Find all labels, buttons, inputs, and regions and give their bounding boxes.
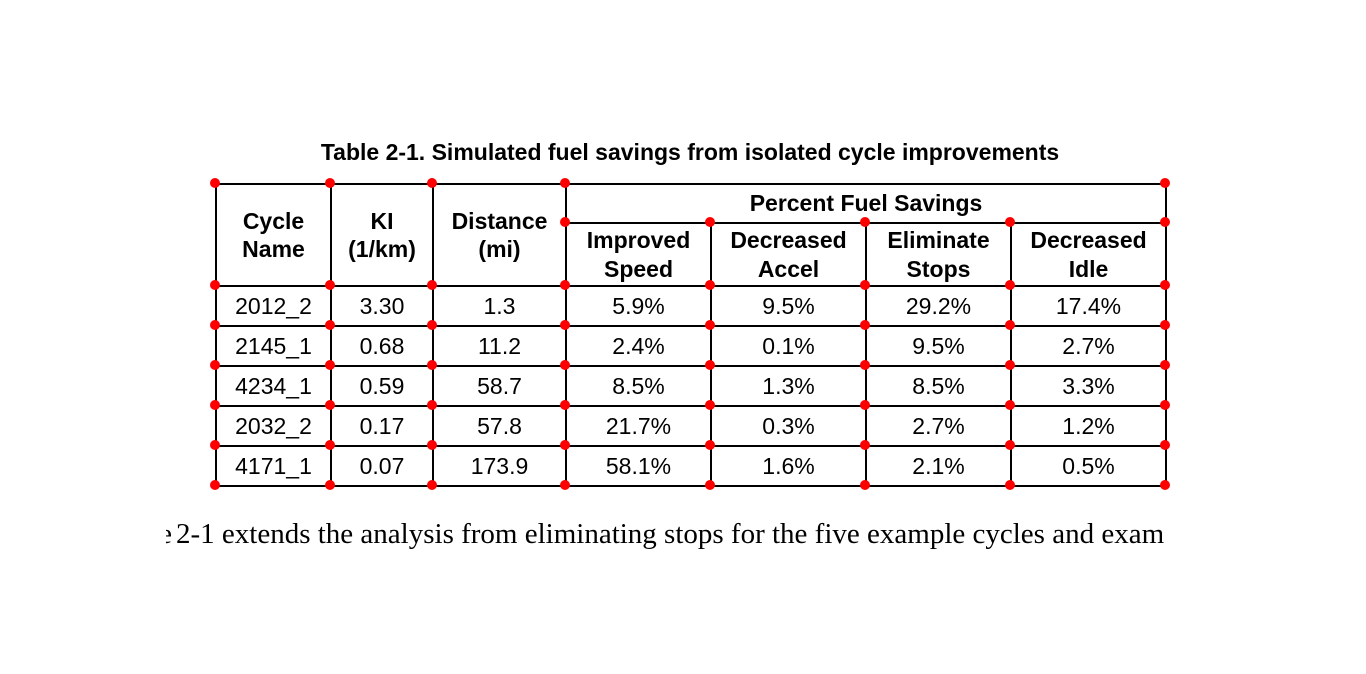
col-header-cycle-name: Cycle Name [215,183,332,287]
table-header-row-1: Cycle Name KI (1/km) Distance (mi) Perce… [215,183,1168,287]
table-cell: 0.59 [330,365,434,407]
table-cell: 0.17 [330,405,434,447]
table-cell: 4234_1 [215,365,332,407]
table-cell: 8.5% [565,365,712,407]
table-cell: 173.9 [432,445,567,487]
paragraph-text: 2-1 extends the analysis from eliminatin… [176,518,1165,550]
table-cell: 9.5% [710,285,867,327]
group-header-percent-fuel-savings: Percent Fuel Savings [564,183,1168,224]
table-cell: 2.1% [865,445,1012,487]
table-cell: 4171_1 [215,445,332,487]
table-row: 2012_2 3.30 1.3 5.9% 9.5% 29.2% 17.4% [215,285,1168,327]
table-cell: 58.1% [565,445,712,487]
table-cell: 11.2 [432,325,567,367]
table-cell: 1.3% [710,365,867,407]
table-cell: 0.3% [710,405,867,447]
col-header-ki: KI (1/km) [330,183,434,287]
table-header-row-2: Improved Speed Decreased Accel Eliminate… [216,222,1168,287]
table-cell: 2012_2 [215,285,332,327]
fuel-savings-table: Cycle Name KI (1/km) Distance (mi) Perce… [215,183,1168,487]
table-cell: 29.2% [865,285,1012,327]
table-cell: 3.3% [1009,365,1168,407]
col-header-improved-speed: Improved Speed [565,222,712,287]
table-cell: 2145_1 [215,325,332,367]
table-row: 2145_1 0.68 11.2 2.4% 0.1% 9.5% 2.7% [215,325,1168,367]
table-cell: 3.30 [330,285,434,327]
body-paragraph: e2-1 extends the analysis from eliminati… [166,518,1165,551]
table-cell: 2.7% [865,405,1012,447]
table-cell: 5.9% [565,285,712,327]
col-header-eliminate-stops: Eliminate Stops [865,222,1012,287]
table-cell: 0.68 [330,325,434,367]
table-cell: 2.7% [1009,325,1168,367]
table-cell: 57.8 [432,405,567,447]
table-row: 4234_1 0.59 58.7 8.5% 1.3% 8.5% 3.3% [215,365,1168,407]
table-cell: 2032_2 [215,405,332,447]
table-cell: 0.5% [1009,445,1168,487]
col-header-decreased-idle: Decreased Idle [1009,222,1168,287]
table-cell: 0.07 [330,445,434,487]
table-cell: 8.5% [865,365,1012,407]
table-cell: 21.7% [565,405,712,447]
table-cell: 17.4% [1009,285,1168,327]
table-cell: 1.6% [710,445,867,487]
clipped-character: e [166,518,172,554]
table-cell: 9.5% [865,325,1012,367]
table-row: 4171_1 0.07 173.9 58.1% 1.6% 2.1% 0.5% [215,445,1168,487]
table-row: 2032_2 0.17 57.8 21.7% 0.3% 2.7% 1.2% [215,405,1168,447]
col-header-decreased-accel: Decreased Accel [710,222,867,287]
table-cell: 2.4% [565,325,712,367]
col-header-distance: Distance (mi) [432,183,567,287]
table-cell: 1.2% [1009,405,1168,447]
table-cell: 58.7 [432,365,567,407]
table-cell: 1.3 [432,285,567,327]
table-caption: Table 2-1. Simulated fuel savings from i… [320,139,1060,165]
table-cell: 0.1% [710,325,867,367]
